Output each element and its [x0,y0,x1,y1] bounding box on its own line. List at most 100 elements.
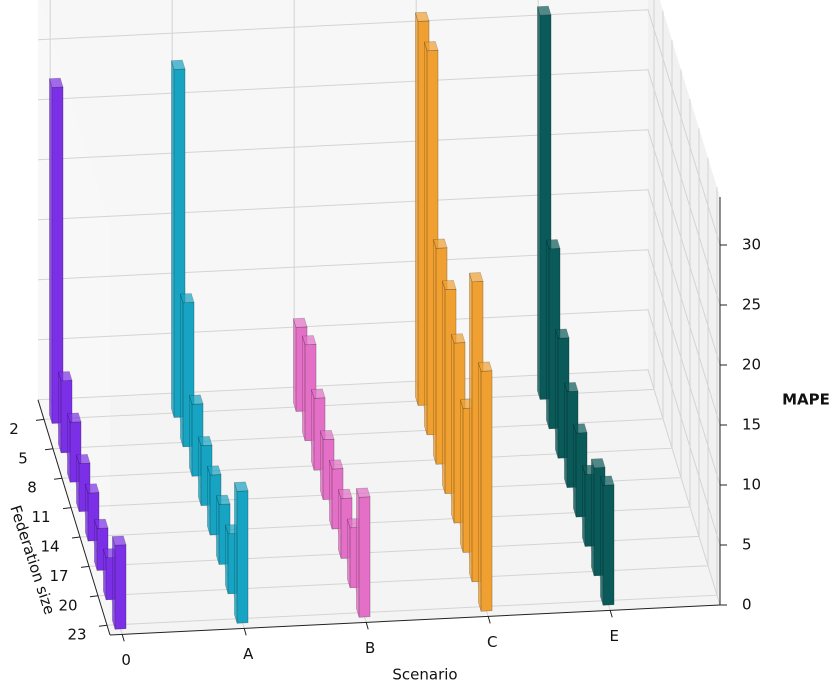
y-tick-label: 14 [40,538,59,556]
y-tick [89,595,99,598]
bar-side [320,430,324,500]
bar-side [573,424,577,518]
bar-side [600,476,604,606]
grid-line [37,369,721,606]
bar-side [225,524,229,594]
bar-top [441,280,457,290]
bar-side [216,495,220,565]
bar-side [546,239,550,429]
bar-top [170,59,186,70]
z-tick-label: 10 [742,476,761,494]
bar-side [478,362,482,612]
bar [563,382,579,488]
floor-pane [38,369,720,635]
bar-side [49,78,53,424]
grid-line [37,69,721,306]
bar-side [76,454,80,512]
bar-top [563,382,579,392]
z-tick-label: 5 [742,536,752,554]
bar-side [189,395,193,477]
bar-top [188,394,204,405]
z-tick-label: 15 [742,416,761,434]
bar-side [302,335,306,441]
bar-top [590,458,606,469]
x-tick [243,628,247,636]
bar-top [111,535,127,546]
x-tick-label: A [243,645,254,663]
bar [111,535,127,630]
bar-side [171,60,175,418]
bar-top [536,5,552,16]
y-tick-label: 17 [49,567,68,585]
bar-top [545,239,561,250]
bar-front [358,496,371,618]
bar [301,335,317,442]
bar [477,361,493,612]
bar-top [301,335,317,346]
bar-side [347,518,351,588]
bar-side [311,389,315,471]
bar-top [48,77,64,88]
bar-front [114,544,127,630]
bar-side [58,371,62,453]
bar-side [356,488,360,618]
bar-side [555,329,559,459]
bar-side [537,6,541,400]
y-tick [62,507,72,510]
bar-top [57,371,73,382]
z-tick-label: 0 [742,596,752,614]
y-tick-label: 23 [67,626,86,644]
bar-front [236,490,249,624]
x-tick-label: B [365,639,375,657]
bar-side [207,466,211,536]
bar-top [319,430,335,440]
x-tick-label: 0 [121,651,131,669]
y-tick [71,536,81,539]
y-tick-label: 20 [58,596,77,614]
bar [233,481,249,624]
y-tick-label: 2 [9,420,19,438]
bar-side [415,12,419,406]
bar-side [234,482,238,624]
bar-side [460,399,464,553]
bar-top [423,41,439,52]
bar [599,475,615,606]
grid-line [37,189,721,426]
bar-top [233,481,249,492]
grid-line [37,9,721,246]
bar-top [599,475,615,486]
z-tick-label: 20 [742,356,761,374]
bar [48,77,64,424]
bar-side [293,318,297,412]
bar-top [93,518,109,529]
bar-side [198,436,202,506]
bar-side [582,465,586,547]
bar-side [338,489,342,559]
bar-side [112,536,116,630]
bar-top [337,488,353,499]
bar-top [215,494,231,505]
x-tick [365,622,369,630]
x-tick-label: E [609,627,618,645]
bar-top [84,483,100,494]
bar-front [480,370,493,612]
z-tick-label: 30 [742,236,761,254]
y-tick-label: 11 [31,508,50,526]
bar-top [310,388,326,399]
bar-top [197,436,213,446]
bar-top [328,459,344,470]
x-tick [121,634,125,642]
y-tick [35,418,45,421]
bar-side [564,382,568,488]
z-tick-label: 25 [742,296,761,314]
grid-line [37,249,721,486]
y-tick-label: 5 [18,449,28,467]
y-tick [80,565,90,568]
bar-side [85,484,89,542]
bar-top [75,454,91,464]
x-tick-label: C [487,633,497,651]
z-axis-label: MAPE [782,391,830,409]
y-tick-label: 8 [27,479,37,497]
bar-top [66,412,82,423]
